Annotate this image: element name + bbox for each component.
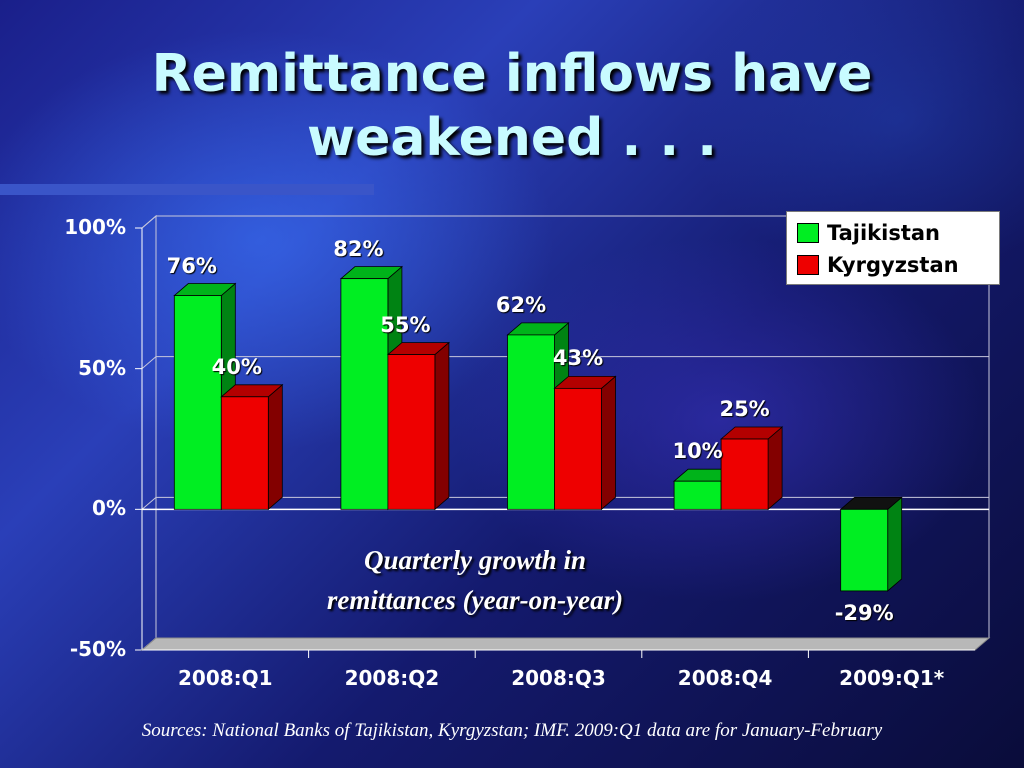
bar-side [601,375,616,511]
x-tick-label: 2009:Q1* [839,666,945,690]
gridline-diag [141,496,157,510]
bar [840,508,889,592]
x-tick-label: 2008:Q2 [344,666,440,690]
y-tick-label: -50% [69,637,126,661]
plot-side-wall [141,214,157,652]
legend-label-kyrgyzstan: Kyrgyzstan [827,253,959,277]
slide-title-line-1: Remittance inflows have [151,44,873,104]
bar [220,396,269,510]
annotation-line-2: remittances (year-on-year) [326,585,624,615]
bar [720,438,769,510]
legend-item-kyrgyzstan: Kyrgyzstan [797,250,959,280]
data-label: 55% [380,312,431,337]
data-label: 25% [719,397,770,421]
y-tick-label: 100% [64,215,126,239]
bar [507,334,555,510]
bar-side [767,426,783,511]
data-label: 43% [552,346,604,371]
legend-label-tajikistan: Tajikistan [827,221,941,245]
data-label: 62% [495,292,547,317]
bar [173,295,222,510]
slide-title: Remittance inflows have weakened . . . [0,42,1024,170]
annotation-line-1: Quarterly growth in [363,545,587,575]
y-tick-label: 0% [92,496,126,521]
gridline-diag [141,356,157,370]
bar [387,354,436,510]
data-label: 76% [166,253,217,278]
chart-annotation: Quarterly growth in remittances (year-on… [250,540,700,620]
legend-swatch-kyrgyzstan [797,255,819,275]
bar-side [887,496,903,592]
data-label: 10% [672,439,723,464]
x-tick-label: 2008:Q1 [178,666,273,690]
bar [340,278,389,510]
data-label: -29% [834,600,894,625]
legend-swatch-tajikistan [797,223,819,243]
x-tick-label: 2008:Q4 [677,666,773,690]
legend-item-tajikistan: Tajikistan [797,218,940,248]
data-label: 40% [211,354,262,379]
sources-note: Sources: National Banks of Tajikistan, K… [141,720,883,741]
slide-title-line-2: weakened . . . [307,108,717,168]
gridline-diag [141,215,157,229]
x-tick-label: 2008:Q3 [511,666,606,690]
title-underline-bar [0,184,374,195]
bar [554,387,602,510]
plot-floor [140,637,991,651]
chart-legend: Tajikistan Kyrgyzstan [786,211,1000,285]
bar-side [434,341,450,511]
data-label: 82% [333,236,384,261]
bar [673,480,722,510]
bar-side [267,383,283,511]
y-tick-label: 50% [78,355,126,380]
